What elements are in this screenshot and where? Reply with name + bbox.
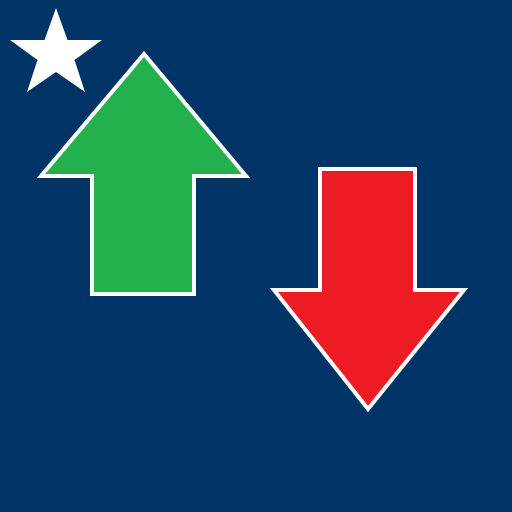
arrow-up-icon	[36, 50, 251, 296]
star-icon	[10, 8, 102, 92]
arrow-down-icon	[269, 167, 469, 413]
